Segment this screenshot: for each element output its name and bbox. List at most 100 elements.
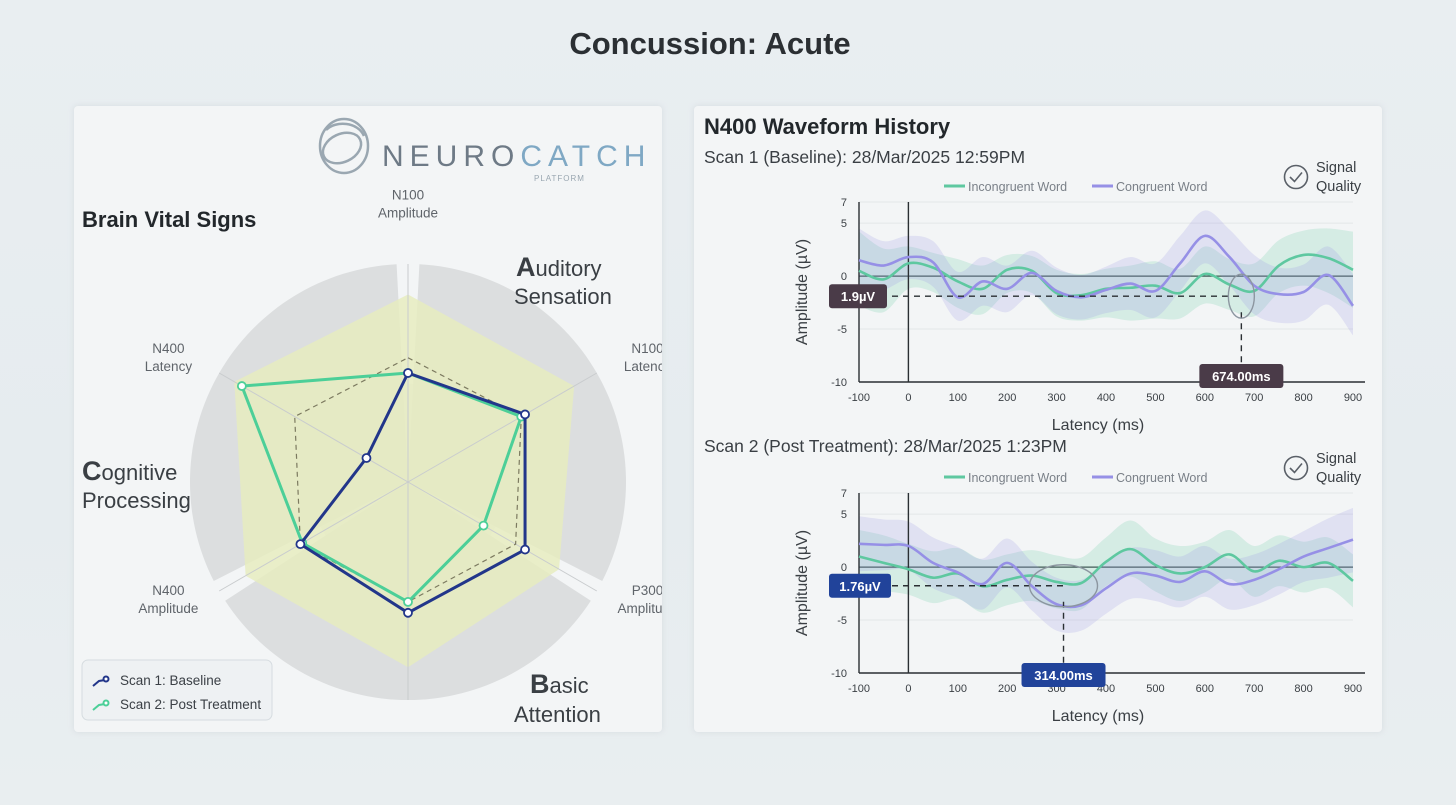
y-tick-label: 0 [841, 562, 847, 574]
legend-scan1-icon [92, 675, 110, 687]
logo-platform: PLATFORM [534, 174, 585, 183]
x-tick-label: 700 [1245, 392, 1263, 404]
radar-axes [218, 264, 598, 700]
waveform-series [858, 538, 1354, 609]
x-axis-title: Latency (ms) [1052, 708, 1144, 725]
x-tick-label: 0 [905, 392, 911, 404]
x-axis-title: Latency (ms) [1052, 417, 1144, 434]
brain-vital-signs-panel: NEUROCATCH PLATFORM Brain Vital Signs N1… [74, 106, 678, 766]
legend-incongruent-label: Incongruent Word [968, 180, 1067, 194]
confidence-band [859, 210, 1353, 336]
latency-callout-box [1021, 663, 1106, 687]
svg-text:NEUROCATCH: NEUROCATCH [382, 140, 651, 173]
legend-incongruent-label: Incongruent Word [968, 471, 1067, 485]
peak-highlight-ellipse [1227, 273, 1256, 319]
check-circle-icon [1283, 164, 1309, 190]
radar-axis-line [218, 481, 409, 592]
radar-axis-label: N100 [631, 341, 662, 356]
radar-point [403, 607, 413, 618]
radar-point [403, 368, 413, 378]
section-basic-cap: B [530, 669, 550, 699]
y-tick-label: 5 [841, 509, 847, 521]
section-auditory-cap: A [516, 252, 536, 282]
y-tick-label: -10 [831, 668, 847, 680]
x-tick-label: 100 [949, 392, 967, 404]
y-tick-label: 5 [841, 218, 847, 230]
x-tick-label: 200 [998, 392, 1016, 404]
latency-callout-label: 674.00ms [1212, 369, 1271, 384]
y-tick-label: -5 [837, 324, 847, 336]
y-tick-label: 0 [841, 271, 847, 283]
signal-quality-line2: Quality [1316, 470, 1362, 486]
n400-history-title: N400 Waveform History [704, 114, 951, 139]
radar-axis-label: Latency [624, 359, 662, 374]
check-circle-icon [1283, 455, 1309, 481]
radar-point [478, 520, 489, 531]
signal-quality-scan2: Signal Quality [1283, 451, 1362, 486]
y-tick-label: 7 [841, 488, 847, 500]
amplitude-callout-label: 1.9µV [841, 289, 876, 304]
x-tick-label: 800 [1294, 683, 1312, 695]
scan2-label: Scan 2 (Post Treatment): 28/Mar/2025 1:2… [704, 436, 1067, 456]
waveform-chart-scan2: -100 0 100 200 300 400 500 600 700 800 900750-5-10… [794, 488, 1365, 725]
x-tick-label: 200 [998, 683, 1016, 695]
waveform-chart-scan1: -100 0 100 200 300 400 500 600 700 800 900 7 5 0 -5 -10… [794, 197, 1365, 434]
section-auditory-line2: Sensation [514, 284, 612, 309]
brain-vital-signs-title: Brain Vital Signs [82, 207, 256, 232]
radar-point [403, 596, 413, 607]
radar-axis-label: Amplitude [138, 601, 198, 616]
signal-quality-line1: Signal [1316, 451, 1356, 467]
legend-congruent-label: Congruent Word [1116, 180, 1208, 194]
section-basic-line1: Basic [530, 669, 589, 699]
x-tick-label: -100 [848, 683, 870, 695]
section-basic-rest: asic [550, 673, 589, 698]
x-tick-label: 400 [1097, 392, 1115, 404]
x-tick-label: 0 [905, 683, 911, 695]
x-tick-label: 500 [1146, 683, 1164, 695]
radar-axis-label: Amplitude [378, 205, 438, 220]
y-axis-title: Amplitude (µV) [794, 239, 811, 345]
legend-scan2-icon [92, 699, 110, 711]
scan1-label: Scan 1 (Baseline): 28/Mar/2025 12:59PM [704, 147, 1026, 167]
x-tick-label: 500 [1146, 392, 1164, 404]
x-tick-label: 800 [1294, 392, 1312, 404]
page-title: Concussion: Acute [569, 26, 851, 61]
radar-point [520, 409, 530, 420]
y-tick-label: -10 [831, 377, 847, 389]
radar-point [236, 381, 247, 391]
signal-quality-line2: Quality [1316, 179, 1362, 195]
section-auditory-line1: Auditory [516, 252, 602, 282]
x-tick-label: 100 [949, 683, 967, 695]
radar-point [361, 453, 372, 463]
latency-callout-label: 314.00ms [1034, 668, 1093, 683]
radar-axis-labels: N100AmplitudeN100LatencyP300AmplitudeP30… [138, 187, 677, 765]
confidence-band [859, 520, 1353, 613]
x-tick-label: 300 [1047, 392, 1065, 404]
radar-axis-label: P300 [632, 583, 662, 598]
confidence-band [859, 507, 1353, 633]
radar-legend: Scan 1: Baseline Scan 2: Post Treatment [81, 659, 273, 721]
neurocatch-logo: NEUROCATCH PLATFORM [318, 117, 651, 183]
radar-point [520, 544, 530, 555]
section-cognitive-line2: Processing [82, 488, 191, 513]
y-tick-label: -5 [837, 615, 847, 627]
radar-axis-line [407, 481, 598, 592]
radar-axis-line [218, 372, 409, 483]
radar-series-group [236, 368, 530, 618]
y-axis-title: Amplitude (µV) [794, 530, 811, 636]
x-tick-label: 600 [1196, 392, 1214, 404]
x-tick-label: 600 [1196, 683, 1214, 695]
signal-quality-line1: Signal [1316, 160, 1356, 176]
radar-axis-label: Latency [145, 359, 193, 374]
section-cognitive-line1: Cognitive [82, 456, 177, 486]
x-tick-label: 900 [1344, 683, 1362, 695]
signal-quality-scan1: Signal Quality [1283, 160, 1362, 195]
radar-chart: NEUROCATCH PLATFORM Brain Vital Signs N1… [81, 117, 678, 766]
brain-swirl-icon [318, 117, 370, 175]
amplitude-callout-box [829, 573, 891, 598]
logo-wordmark-light: CATCH [520, 140, 651, 173]
radar-axis-label: Amplitude [618, 601, 662, 616]
wave-legend-scan1: Incongruent Word Congruent Word [944, 180, 1208, 194]
logo-wordmark-dark: NEURO [382, 140, 520, 173]
section-cognitive-rest: ognitive [102, 460, 178, 485]
